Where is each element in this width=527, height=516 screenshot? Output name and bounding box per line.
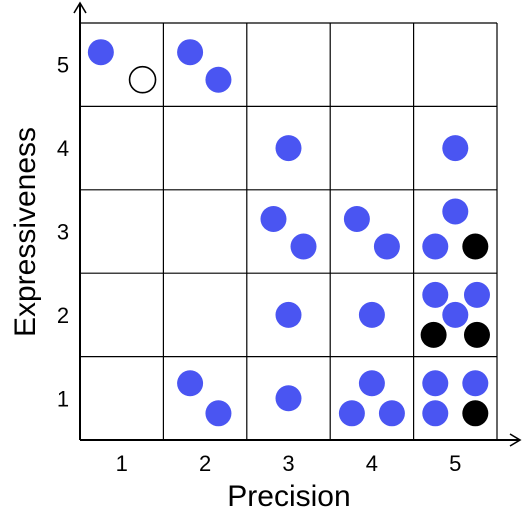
data-point-open — [128, 65, 157, 94]
tick-labels: 1 2 3 4 5 1 2 3 4 5 — [57, 53, 462, 476]
data-point-blue — [260, 205, 287, 232]
data-point-blue — [422, 400, 449, 427]
data-point-black — [420, 321, 447, 348]
y-tick-label: 1 — [57, 386, 69, 411]
data-point-blue — [87, 39, 114, 66]
data-point-blue — [463, 281, 490, 308]
x-tick-label: 4 — [366, 451, 378, 476]
data-point-blue — [177, 39, 204, 66]
data-point-blue — [462, 370, 489, 397]
data-point-black — [463, 321, 490, 348]
data-point-blue — [358, 301, 385, 328]
data-point-blue — [275, 385, 302, 412]
data-point-blue — [275, 135, 302, 162]
x-axis-title: Precision — [227, 480, 350, 513]
data-point-black — [462, 400, 489, 427]
x-tick-label: 5 — [449, 451, 461, 476]
x-tick-label: 3 — [282, 451, 294, 476]
data-point-blue — [205, 66, 232, 93]
x-axis-arrow — [509, 433, 522, 447]
data-point-blue — [343, 205, 370, 232]
data-point-blue — [205, 400, 232, 427]
x-tick-label: 2 — [199, 451, 211, 476]
data-point-blue — [442, 198, 469, 225]
data-point-blue — [442, 301, 469, 328]
y-tick-label: 4 — [57, 136, 69, 161]
data-point-black — [462, 233, 489, 260]
data-point-blue — [275, 301, 302, 328]
data-point-blue — [177, 370, 204, 397]
y-tick-label: 5 — [57, 53, 69, 78]
data-point-blue — [358, 370, 385, 397]
data-point-blue — [442, 135, 469, 162]
data-point-blue — [422, 233, 449, 260]
data-point-blue — [422, 370, 449, 397]
y-axis-title: Expressiveness — [9, 127, 42, 337]
data-point-blue — [290, 233, 317, 260]
data-point-blue — [338, 400, 365, 427]
axes — [73, 1, 522, 447]
y-axis-arrow — [73, 1, 87, 14]
data-point-blue — [378, 400, 405, 427]
data-points — [87, 39, 490, 427]
y-tick-label: 2 — [57, 303, 69, 328]
y-tick-label: 3 — [57, 220, 69, 245]
x-tick-label: 1 — [116, 451, 128, 476]
grid — [80, 22, 498, 440]
data-point-blue — [422, 281, 449, 308]
data-point-blue — [373, 233, 400, 260]
